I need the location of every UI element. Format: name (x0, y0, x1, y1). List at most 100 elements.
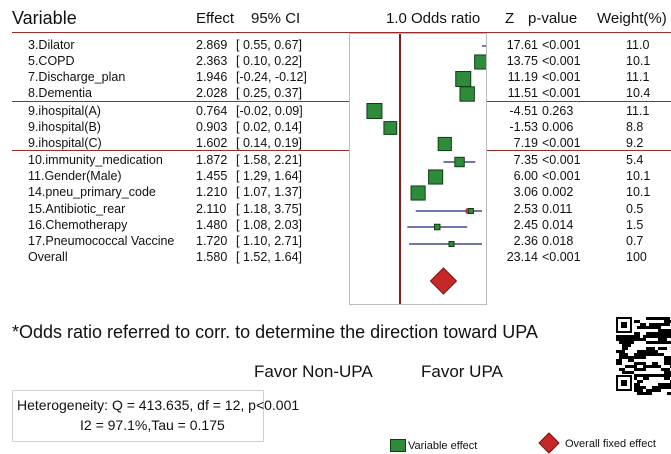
row-effect: 1.210 (196, 185, 228, 199)
row-effect: 2.028 (196, 86, 228, 100)
row-weight: 8.8 (626, 120, 644, 134)
effect-square (454, 156, 465, 168)
effect-square (366, 103, 383, 119)
row-variable: 9.ihospital(B) (28, 120, 101, 134)
row-ci: [ 1.08, 2.03] (236, 218, 303, 232)
header-weight: Weight(%) (597, 10, 667, 27)
row-effect: 1.580 (196, 250, 228, 264)
effect-square (433, 223, 441, 231)
effect-square (410, 185, 426, 201)
row-ci: [ 0.55, 0.67] (236, 38, 303, 52)
row-z: 2.45 (513, 218, 538, 232)
legend-variable-effect-icon (390, 439, 406, 452)
row-p: <0.001 (542, 153, 581, 167)
row-z: 11.19 (507, 70, 538, 84)
row-weight: 11.1 (626, 104, 650, 118)
row-ci: [ 0.02, 0.14] (236, 120, 303, 134)
header-ci: 95% CI (251, 10, 301, 27)
row-variable: Overall (28, 250, 68, 264)
effect-square (467, 208, 474, 214)
effect-square (437, 136, 452, 152)
row-z: 7.19 (513, 136, 538, 150)
row-p: <0.001 (542, 38, 581, 52)
row-p: 0.263 (542, 104, 574, 118)
forest-plot-panel (349, 33, 487, 305)
row-effect: 1.872 (196, 153, 228, 167)
row-ci: [-0.02, 0.09] (236, 104, 303, 118)
row-p: <0.001 (542, 70, 581, 84)
row-weight: 11.1 (626, 70, 650, 84)
row-ci: [ 1.10, 2.71] (236, 234, 303, 248)
header-divider (12, 32, 671, 33)
row-p: 0.014 (542, 218, 574, 232)
row-p: 0.002 (542, 185, 574, 199)
effect-square (459, 86, 475, 102)
row-z: -1.53 (509, 120, 539, 134)
legend-variable-effect-label: Variable effect (408, 440, 478, 452)
header-variable: Variable (12, 8, 77, 28)
row-variable: 16.Chemotherapy (28, 218, 128, 232)
row-variable: 11.Gender(Male) (28, 169, 122, 183)
header-effect: Effect (196, 10, 235, 27)
row-ci: [ 0.25, 0.37] (236, 86, 303, 100)
qr-code-icon (614, 315, 671, 395)
overall-diamond (429, 267, 458, 295)
effect-square (448, 241, 455, 247)
row-p: 0.018 (542, 234, 574, 248)
row-variable: 15.Antibiotic_rear (28, 202, 126, 216)
odds-ratio-note: *Odds ratio referred to corr. to determi… (12, 322, 538, 342)
row-z: 13.75 (506, 54, 538, 68)
heterogeneity-line-2: I2 = 97.1%,Tau = 0.175 (80, 417, 225, 433)
row-z: 23.14 (506, 250, 538, 264)
row-z: 6.00 (513, 169, 538, 183)
row-ci: [ 1.07, 1.37] (236, 185, 303, 199)
row-weight: 1.5 (626, 218, 644, 232)
row-z: 17.61 (506, 38, 538, 52)
row-effect: 2.110 (196, 202, 227, 216)
row-weight: 10.1 (626, 54, 651, 68)
row-effect: 0.903 (196, 120, 228, 134)
effect-square (428, 169, 444, 185)
row-weight: 10.1 (626, 169, 651, 183)
row-variable: 7.Discharge_plan (28, 70, 126, 84)
row-effect: 1.602 (196, 136, 228, 150)
row-p: <0.001 (542, 86, 581, 100)
row-weight: 10.4 (626, 86, 651, 100)
row-effect: 1.480 (196, 218, 228, 232)
header-z: Z (505, 10, 515, 27)
row-variable: 8.Dementia (28, 86, 92, 100)
row-weight: 10.1 (626, 185, 651, 199)
header-odds-ratio: 1.0 Odds ratio (386, 10, 481, 27)
row-weight: 100 (626, 250, 647, 264)
row-effect: 1.720 (196, 234, 228, 248)
row-variable: 5.COPD (28, 54, 75, 68)
row-z: 2.53 (513, 202, 538, 216)
row-p: <0.001 (542, 250, 581, 264)
row-ci: [ 1.29, 1.64] (236, 169, 303, 183)
row-weight: 5.4 (626, 153, 644, 167)
row-effect: 2.869 (196, 38, 228, 52)
row-effect: 0.764 (196, 104, 228, 118)
legend-overall-effect-label: Overall fixed effect (565, 438, 656, 450)
row-z: 3.06 (513, 185, 538, 199)
row-ci: [ 1.18, 3.75] (236, 202, 303, 216)
header-pvalue: p-value (528, 10, 578, 27)
effect-square (455, 71, 472, 87)
row-ci: [ 1.58, 2.21] (236, 153, 303, 167)
effect-square (474, 54, 486, 70)
row-ci: [ 1.52, 1.64] (236, 250, 303, 264)
row-weight: 0.7 (626, 234, 644, 248)
row-variable: 9.ihospital(A) (28, 104, 101, 118)
row-z: 11.51 (507, 86, 538, 100)
heterogeneity-line-1: Heterogeneity: Q = 413.635, df = 12, p<0… (17, 397, 300, 413)
row-ci: [ 0.14, 0.19] (236, 136, 303, 150)
row-weight: 11.0 (626, 38, 650, 52)
effect-square (383, 121, 398, 135)
row-p: <0.001 (542, 136, 581, 150)
row-variable: 10.immunity_medication (28, 153, 163, 167)
favor-upa-label: Favor UPA (421, 362, 503, 381)
row-z: 7.35 (513, 153, 538, 167)
forest-plot (366, 34, 486, 304)
heterogeneity-box: Heterogeneity: Q = 413.635, df = 12, p<0… (12, 390, 299, 442)
group-divider-1 (12, 101, 671, 102)
